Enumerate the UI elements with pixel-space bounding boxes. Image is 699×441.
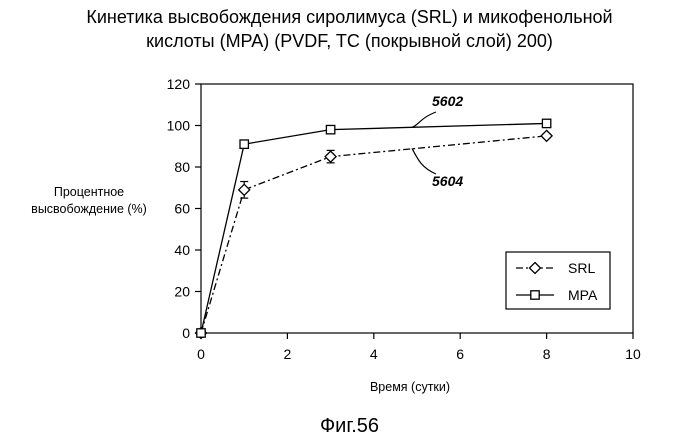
annotation-leader bbox=[412, 148, 436, 174]
series-srl bbox=[196, 130, 553, 338]
legend-marker-mpa bbox=[531, 291, 539, 299]
x-tick-label: 6 bbox=[456, 346, 464, 362]
data-point-mpa bbox=[326, 125, 334, 133]
data-point-mpa bbox=[542, 119, 550, 127]
x-tick-label: 0 bbox=[197, 346, 205, 362]
y-tick-label: 100 bbox=[167, 118, 191, 134]
data-point-srl bbox=[325, 151, 336, 162]
y-tick-label: 20 bbox=[174, 284, 190, 300]
series-layer bbox=[196, 119, 553, 338]
x-tick-label: 8 bbox=[543, 346, 551, 362]
y-tick-label: 120 bbox=[167, 76, 191, 92]
series-line-mpa bbox=[201, 123, 547, 333]
data-point-mpa bbox=[197, 329, 205, 337]
x-tick-label: 4 bbox=[370, 346, 378, 362]
y-tick-label: 40 bbox=[174, 242, 190, 258]
x-tick-label: 10 bbox=[625, 346, 641, 362]
data-point-mpa bbox=[240, 140, 248, 148]
legend: SRL MPA bbox=[506, 252, 610, 309]
data-point-srl bbox=[541, 130, 552, 141]
y-tick-label: 0 bbox=[182, 325, 190, 341]
annotation-label: 5604 bbox=[432, 173, 463, 189]
ticks-layer: 0246810020406080100120 bbox=[167, 76, 641, 362]
annotation-leader bbox=[412, 112, 436, 127]
figure-caption: Фиг.56 bbox=[0, 415, 699, 438]
legend-label-mpa: MPA bbox=[568, 287, 598, 303]
y-tick-label: 60 bbox=[174, 201, 190, 217]
annotations-layer: 5602 5604 bbox=[412, 93, 463, 189]
data-point-srl bbox=[239, 184, 250, 195]
annotation-label: 5602 bbox=[432, 93, 463, 109]
x-tick-label: 2 bbox=[284, 346, 292, 362]
y-tick-label: 80 bbox=[174, 159, 190, 175]
series-line-srl bbox=[201, 136, 547, 333]
legend-label-srl: SRL bbox=[568, 260, 595, 276]
